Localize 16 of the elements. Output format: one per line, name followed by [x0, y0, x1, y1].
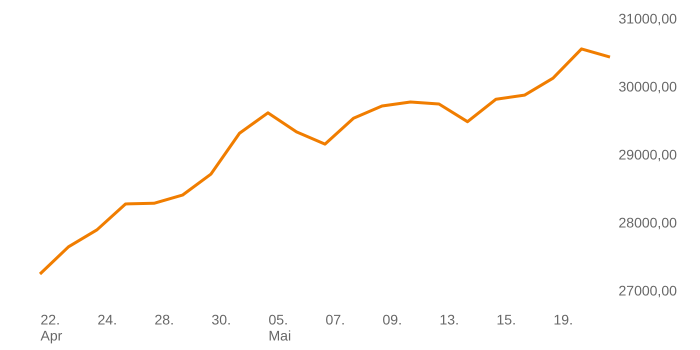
x-tick-label: 22. Apr [40, 312, 63, 344]
y-tick-label: 30000,00 [618, 78, 678, 94]
x-tick-label: 24. [98, 312, 117, 328]
x-tick-label: 19. [554, 312, 573, 328]
y-tick-label: 29000,00 [618, 146, 678, 162]
y-tick-label: 27000,00 [618, 282, 678, 298]
x-tick-label: 15. [496, 312, 516, 328]
x-tick-label: 05. Mai [268, 312, 292, 344]
x-tick-label: 13. [440, 312, 459, 328]
y-tick-label: 28000,00 [618, 214, 678, 230]
y-tick-label: 31000,00 [618, 10, 678, 26]
x-tick-label: 07. [326, 312, 345, 328]
x-tick-label: 30. [212, 312, 231, 328]
x-tick-label: 28. [154, 312, 174, 328]
x-tick-label: 09. [382, 312, 402, 328]
line-series [38, 47, 612, 276]
